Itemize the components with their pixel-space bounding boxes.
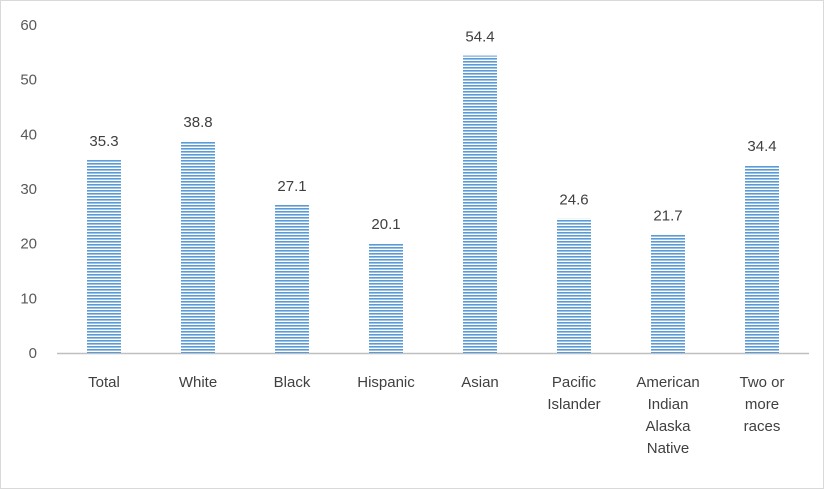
x-tick-label: Native xyxy=(647,440,690,457)
labels-layer: 35.3 Total 38.8 White 27.1 Black 20.1 Hispanic 5… xyxy=(88,29,784,457)
x-tick-label: Black xyxy=(274,374,311,391)
data-label: 21.7 xyxy=(653,207,682,224)
x-tick-label: races xyxy=(744,418,781,435)
x-tick-label: Pacific xyxy=(552,374,597,391)
y-tick-label: 30 xyxy=(20,181,37,198)
x-tick-label: Islander xyxy=(547,396,600,413)
y-tick-label: 40 xyxy=(20,126,37,143)
x-tick-label: White xyxy=(179,374,217,391)
x-tick-label: Asian xyxy=(461,374,499,391)
bar xyxy=(651,234,685,353)
x-tick-label: Two or xyxy=(739,374,784,391)
x-tick-label: American xyxy=(636,374,699,391)
x-tick-label: more xyxy=(745,396,779,413)
data-label: 34.4 xyxy=(747,138,776,155)
bar xyxy=(275,204,309,353)
data-label: 54.4 xyxy=(465,29,494,46)
x-tick-label: Alaska xyxy=(645,418,691,435)
data-label: 27.1 xyxy=(277,178,306,195)
bar xyxy=(745,164,779,353)
y-tick-label: 0 xyxy=(29,345,37,362)
data-label: 35.3 xyxy=(89,133,118,150)
bar xyxy=(557,218,591,353)
y-tick-label: 60 xyxy=(20,17,37,34)
x-tick-label: Hispanic xyxy=(357,374,415,391)
y-tick-label: 50 xyxy=(20,72,37,89)
data-label: 24.6 xyxy=(559,192,588,209)
x-tick-label: Total xyxy=(88,374,120,391)
bar xyxy=(87,160,121,353)
x-tick-label: Indian xyxy=(648,396,689,413)
bars-layer xyxy=(87,55,779,353)
bar xyxy=(369,243,403,353)
bar xyxy=(463,55,497,353)
data-label: 38.8 xyxy=(183,114,212,131)
data-label: 20.1 xyxy=(371,216,400,233)
axis-layer: 0 10 20 30 40 50 60 xyxy=(20,17,809,362)
y-tick-label: 20 xyxy=(20,236,37,253)
bar xyxy=(181,140,215,353)
y-tick-label: 10 xyxy=(20,290,37,307)
